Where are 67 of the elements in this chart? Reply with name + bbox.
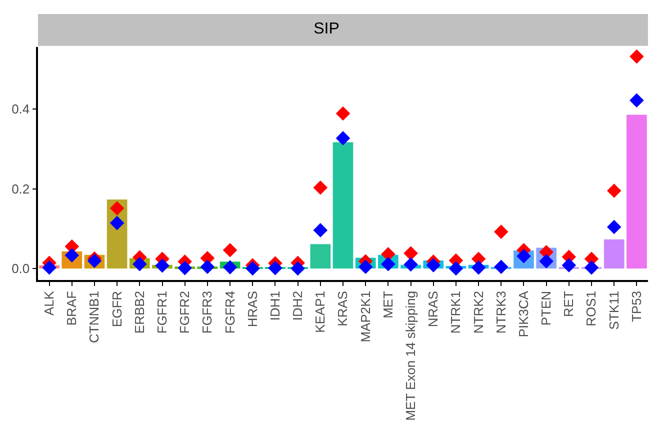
x-tick-label: NTRK1 (448, 290, 464, 334)
point (155, 258, 170, 273)
point (630, 49, 644, 64)
x-tick-label: RET (561, 290, 576, 317)
bar (310, 244, 331, 268)
x-tick-label: NTRK2 (470, 290, 486, 334)
point (336, 106, 350, 121)
point (494, 224, 508, 239)
point (606, 220, 622, 234)
x-tick-label: EGFR (109, 290, 124, 328)
y-tick-label: 0.4 (12, 102, 30, 117)
point (178, 260, 192, 276)
x-tick-label: PTEN (538, 290, 554, 326)
x-tick-label: MAP2K1 (358, 290, 373, 342)
x-tick-label: HRAS (244, 290, 260, 328)
x-tick-label: PIK3CA (516, 290, 531, 338)
point (562, 258, 576, 272)
x-tick-label: IDH2 (290, 290, 306, 321)
x-tick-label: IDH1 (267, 290, 282, 321)
x-tick-label: MET Exon 14 skipping (403, 290, 418, 421)
x-tick-label: NRAS (426, 290, 441, 328)
bar (604, 239, 624, 268)
bar (332, 142, 354, 268)
point (110, 216, 124, 230)
point (448, 261, 464, 276)
x-tick-label: KRAS (335, 290, 350, 326)
x-tick-label: STK11 (606, 290, 622, 330)
point (404, 246, 418, 260)
x-tick-label: TP53 (628, 290, 644, 322)
x-tick-label: ERBB2 (132, 290, 147, 334)
point (222, 242, 238, 258)
x-tick-label: KEAP1 (312, 290, 328, 333)
point (110, 201, 124, 216)
point (336, 131, 350, 146)
x-tick-label: NTRK3 (493, 290, 508, 334)
point (404, 257, 418, 272)
point (630, 93, 644, 108)
point (381, 246, 396, 262)
point (245, 261, 260, 276)
x-tick-label: ALK (42, 290, 57, 316)
point (222, 260, 238, 274)
point (200, 260, 215, 274)
point (42, 260, 56, 275)
point (606, 184, 622, 198)
x-tick-label: MET (380, 290, 396, 318)
bar (626, 114, 647, 268)
y-tick-label: 0.0 (12, 261, 30, 276)
x-tick-label: ROS1 (584, 290, 599, 326)
point (426, 258, 441, 272)
point (584, 260, 599, 275)
point (358, 260, 373, 274)
point (290, 261, 305, 276)
point (313, 223, 328, 238)
point (494, 260, 508, 274)
y-tick-label: 0.2 (12, 181, 30, 196)
point (471, 260, 486, 275)
chart-title: SIP (314, 20, 340, 38)
point (132, 256, 147, 272)
x-tick-label: FGFR2 (177, 290, 192, 334)
x-tick-label: FGFR1 (154, 290, 170, 334)
point (268, 260, 282, 276)
x-tick-label: FGFR3 (200, 290, 215, 334)
point (381, 256, 396, 272)
x-tick-label: FGFR4 (222, 290, 238, 334)
point (313, 180, 328, 195)
x-tick-label: BRAF (64, 290, 80, 326)
x-tick-label: CTNNB1 (86, 290, 102, 343)
